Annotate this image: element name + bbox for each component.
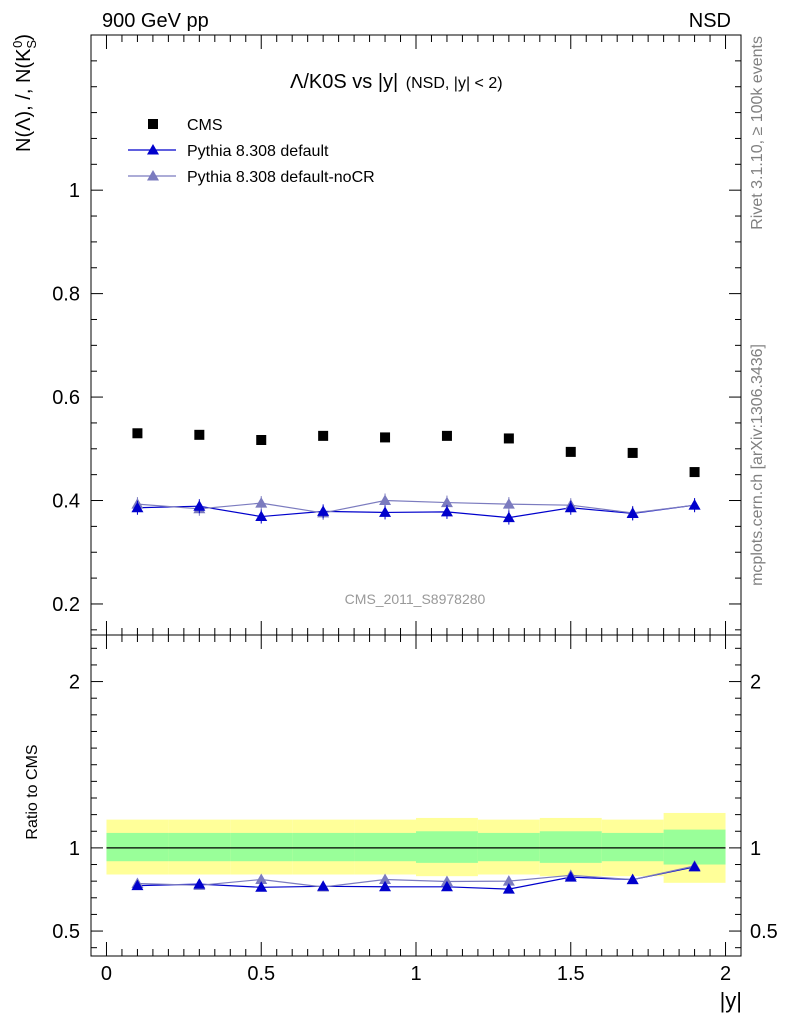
ratio-point-pythia-8-308-default xyxy=(502,883,515,894)
uncertainty-band-green xyxy=(106,832,169,862)
ratio-xtick-label: 1.5 xyxy=(557,963,585,985)
ratio-ytick-label-right: 1 xyxy=(750,838,761,860)
series-line-pythia-8-308-default xyxy=(137,504,695,519)
data-point-pythia-8-308-default xyxy=(131,501,144,513)
data-point-pythia-8-308-default-nocr xyxy=(379,494,392,506)
ratio-ytick-label-right: 2 xyxy=(750,672,761,694)
legend-label-pythia-8-308-default: Pythia 8.308 default xyxy=(187,143,329,160)
data-point-pythia-8-308-default-nocr xyxy=(255,497,268,508)
legend-label-pythia-8-308-default-nocr: Pythia 8.308 default-noCR xyxy=(187,169,375,186)
main-ylabel-close: ) xyxy=(13,34,35,41)
ratio-point-pythia-8-308-default xyxy=(688,860,701,872)
ratio-line-pythia-8-308-default-nocr xyxy=(137,865,695,888)
main-ylabel-text: N(Λ), /, N(K xyxy=(13,48,35,152)
uncertainty-band-green xyxy=(416,831,478,863)
ratio-xtick-label: 2 xyxy=(720,963,731,985)
data-point-cms xyxy=(627,447,638,458)
data-point-cms xyxy=(256,435,267,445)
data-point-cms xyxy=(194,429,205,440)
data-point-cms xyxy=(689,467,700,478)
ratio-axes: 0.5 0.5 1 1 2 2 0 0.5 1 1.5 2 xyxy=(52,634,778,985)
main-ytick-label: 0.4 xyxy=(52,491,80,513)
analysis-watermark: CMS_2011_S8978280 xyxy=(345,591,486,607)
ratio-series-layer xyxy=(131,860,701,894)
ratio-xlabel: |y| xyxy=(720,988,742,1013)
ratio-line-pythia-8-308-default xyxy=(137,866,695,890)
ratio-frame xyxy=(90,634,742,957)
main-series-layer xyxy=(131,428,701,525)
uncertainty-band-green xyxy=(168,832,231,862)
ratio-xtick-label: 1 xyxy=(410,963,421,985)
rivet-label: Rivet 3.1.10, ≥ 100k events xyxy=(749,36,766,230)
ratio-ytick-label-right: 0.5 xyxy=(750,921,778,943)
data-point-cms xyxy=(503,433,514,444)
main-ytick-label: 0.6 xyxy=(52,387,80,409)
data-point-pythia-8-308-default xyxy=(440,505,453,517)
data-point-cms xyxy=(441,430,452,441)
legend-marker-cms xyxy=(148,119,158,129)
ratio-ytick-label: 2 xyxy=(69,672,80,694)
mcplots-label: mcplots.cern.ch [arXiv:1306.3436] xyxy=(749,344,766,586)
uncertainty-band-green xyxy=(477,832,540,862)
ratio-point-pythia-8-308-default-nocr xyxy=(255,873,268,884)
legend-label-cms: CMS xyxy=(187,117,223,134)
header-right: NSD xyxy=(689,10,731,32)
ratio-point-pythia-8-308-default xyxy=(626,873,639,885)
data-point-pythia-8-308-default xyxy=(379,506,392,517)
series-line-pythia-8-308-default-nocr xyxy=(137,499,695,514)
data-point-pythia-8-308-default xyxy=(255,510,268,522)
uncertainty-band-green xyxy=(539,831,602,863)
uncertainty-band-green xyxy=(230,832,293,862)
main-ytick-label: 0.8 xyxy=(52,284,80,306)
chart-title-sub: (NSD, |y| < 2) xyxy=(406,75,503,92)
data-point-cms xyxy=(132,428,143,439)
chart-title: Λ/K0S vs |y| (NSD, |y| < 2) xyxy=(290,71,503,93)
header-left: 900 GeV pp xyxy=(102,10,209,32)
data-point-pythia-8-308-default xyxy=(502,511,515,523)
ratio-point-pythia-8-308-default xyxy=(317,880,330,891)
ratio-xtick-label: 0 xyxy=(101,963,112,985)
ratio-point-pythia-8-308-default xyxy=(440,880,453,892)
ratio-point-pythia-8-308-default xyxy=(131,879,144,891)
data-point-pythia-8-308-default-nocr xyxy=(440,496,453,508)
data-point-pythia-8-308-default xyxy=(317,505,330,516)
ratio-point-pythia-8-308-default-nocr xyxy=(379,873,392,884)
data-point-pythia-8-308-default xyxy=(688,499,701,510)
legend-marker-pythia-8-308-default-nocr xyxy=(147,170,159,181)
data-point-pythia-8-308-default-nocr xyxy=(502,498,515,509)
ratio-bands xyxy=(106,812,726,883)
legend-marker-pythia-8-308-default xyxy=(147,144,159,155)
ratio-point-pythia-8-308-default-nocr xyxy=(502,875,515,886)
ratio-point-pythia-8-308-default xyxy=(564,871,577,882)
main-ylabel-sub: S xyxy=(24,40,39,49)
main-ytick-label: 0.2 xyxy=(52,594,80,616)
chart-title-main: Λ/K0S vs |y| xyxy=(290,71,398,93)
data-point-pythia-8-308-default xyxy=(626,507,639,518)
ratio-point-pythia-8-308-default xyxy=(193,878,206,889)
ratio-point-pythia-8-308-default-nocr xyxy=(440,875,453,886)
uncertainty-band-green xyxy=(601,832,664,862)
uncertainty-band-green xyxy=(663,829,726,865)
data-point-cms xyxy=(318,430,329,441)
data-point-cms xyxy=(565,446,576,457)
legend: CMS Pythia 8.308 default Pythia 8.308 defa… xyxy=(128,117,375,186)
ratio-xtick-label: 0.5 xyxy=(247,963,275,985)
main-axes: 0.2 0.4 0.6 0.8 1 xyxy=(52,34,742,636)
ratio-ytick-label: 0.5 xyxy=(52,921,80,943)
ratio-ytick-label: 1 xyxy=(69,838,80,860)
ratio-point-pythia-8-308-default xyxy=(379,880,392,892)
ratio-ylabel: Ratio to CMS xyxy=(24,744,41,839)
main-ytick-label: 1 xyxy=(69,180,80,202)
uncertainty-band-green xyxy=(292,832,355,862)
data-point-pythia-8-308-default xyxy=(193,500,206,511)
data-point-pythia-8-308-default xyxy=(564,501,577,513)
main-ylabel-sup: 0 xyxy=(10,41,25,48)
ratio-point-pythia-8-308-default xyxy=(255,881,268,892)
data-point-cms xyxy=(380,432,391,443)
uncertainty-band-green xyxy=(354,832,416,862)
main-ylabel: N(Λ), /, N(KS0) xyxy=(10,34,39,152)
